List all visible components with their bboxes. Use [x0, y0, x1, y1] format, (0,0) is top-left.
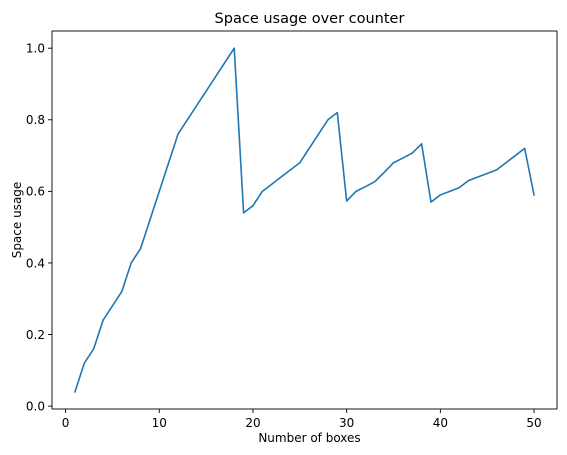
data-point [505, 162, 507, 164]
data-point [84, 362, 86, 364]
axes-frame [51, 30, 558, 410]
data-point [224, 62, 226, 64]
x-axis-label: Number of boxes [258, 431, 360, 445]
x-axis-ticks: 0 10 20 30 40 50 [62, 409, 542, 430]
data-point [102, 319, 104, 321]
data-point [458, 187, 460, 189]
data-point [140, 248, 142, 250]
series-line [73, 47, 535, 393]
data-point [430, 201, 432, 203]
x-tick-label: 0 [62, 416, 70, 430]
data-point [421, 143, 423, 145]
data-point [290, 169, 292, 171]
data-point [477, 176, 479, 178]
y-tick-label: 1.0 [26, 41, 45, 55]
data-point [496, 169, 498, 171]
y-tick-label: 0.8 [26, 113, 45, 127]
data-point [355, 191, 357, 193]
data-point [149, 219, 151, 221]
data-point [243, 212, 245, 214]
data-point [365, 186, 367, 188]
data-point [383, 172, 385, 174]
chart-title: Space usage over counter [215, 11, 405, 27]
data-point [393, 162, 395, 164]
data-point [336, 112, 338, 114]
data-point [121, 291, 123, 293]
y-tick-label: 0.0 [26, 399, 45, 413]
data-point [346, 200, 348, 202]
data-point [449, 191, 451, 193]
y-axis-ticks: 0.0 0.2 0.4 0.6 0.8 1.0 [26, 41, 52, 413]
x-tick-label: 40 [433, 416, 448, 430]
data-point [93, 348, 95, 350]
data-point [327, 119, 329, 121]
x-tick-label: 10 [152, 416, 167, 430]
y-axis-label: Space usage [10, 182, 24, 259]
data-point [402, 157, 404, 159]
x-tick-label: 50 [526, 416, 541, 430]
data-point [252, 205, 254, 207]
data-point [533, 194, 535, 196]
data-point [308, 148, 310, 150]
data-point [205, 90, 207, 92]
data-point [233, 47, 235, 49]
data-point [74, 391, 76, 393]
data-point [177, 133, 179, 135]
data-point [468, 180, 470, 182]
data-point [196, 105, 198, 107]
data-point [524, 148, 526, 150]
x-tick-label: 30 [339, 416, 354, 430]
data-point [411, 152, 413, 154]
plot-area [73, 47, 535, 393]
data-point [262, 191, 264, 193]
data-point [112, 305, 114, 307]
data-point [486, 173, 488, 175]
data-point [515, 155, 517, 157]
data-point [130, 262, 132, 264]
data-point [299, 162, 301, 164]
data-point [271, 183, 273, 185]
data-point [318, 133, 320, 135]
data-point [168, 162, 170, 164]
data-point [280, 176, 282, 178]
data-point [158, 191, 160, 193]
y-tick-label: 0.2 [26, 328, 45, 342]
data-point [440, 194, 442, 196]
y-tick-label: 0.6 [26, 185, 45, 199]
y-tick-label: 0.4 [26, 256, 45, 270]
data-point [215, 76, 217, 78]
data-point [187, 119, 189, 121]
x-tick-label: 20 [245, 416, 260, 430]
data-point [374, 181, 376, 183]
